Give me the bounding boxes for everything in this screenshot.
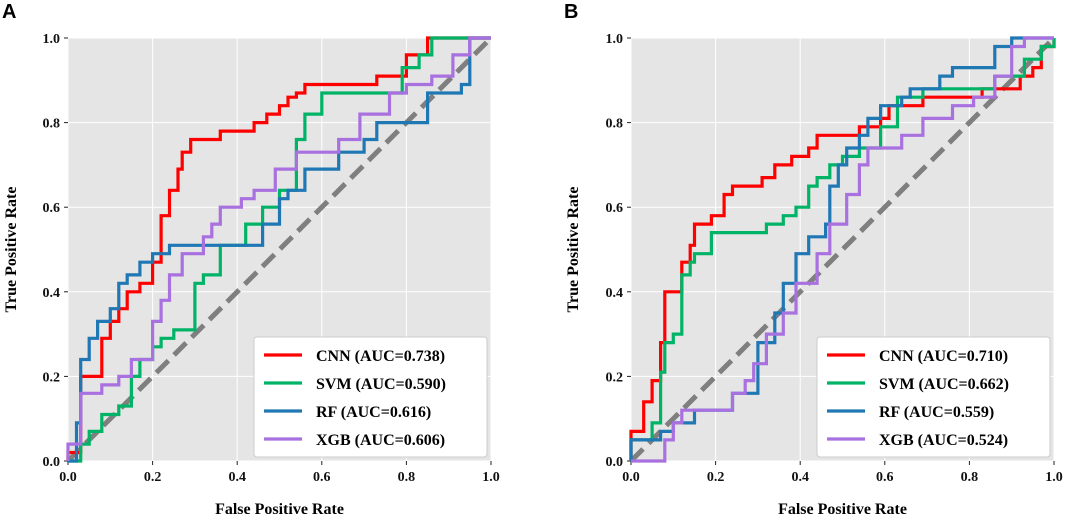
- legend-label-rf: RF (AUC=0.559): [879, 404, 994, 421]
- panel-a-letter: A: [2, 1, 16, 23]
- panel-b-x-ticks: 0.0 0.2 0.4 0.6 0.8 1.0: [622, 461, 1063, 485]
- x-tick-label: 0.0: [59, 470, 77, 485]
- legend-label-svm: SVM (AUC=0.662): [879, 376, 1009, 393]
- y-tick-label: 1.0: [606, 32, 624, 47]
- panel-b-y-axis-label: True Positive Rate: [565, 187, 582, 313]
- panel-b-legend-box: [816, 336, 1051, 458]
- roc-curve-cnn: [66, 36, 491, 461]
- legend-label-cnn: CNN (AUC=0.738): [316, 348, 445, 365]
- x-tick-label: 0.6: [876, 470, 894, 485]
- x-tick-label: 0.8: [961, 470, 979, 485]
- x-tick-label: 0.2: [144, 470, 162, 485]
- x-tick-label: 1.0: [1045, 470, 1063, 485]
- y-tick-label: 0.4: [43, 286, 61, 301]
- y-tick-label: 0.8: [43, 117, 61, 132]
- panel-a-x-ticks: 0.0 0.2 0.4 0.6 0.8 1.0: [59, 461, 500, 485]
- roc-curve-xgb: [66, 36, 491, 461]
- x-tick-label: 0.4: [228, 470, 246, 485]
- y-tick-label: 0.0: [43, 455, 61, 470]
- panel-a-x-axis-label: False Positive Rate: [215, 501, 344, 518]
- y-tick-label: 0.0: [606, 455, 624, 470]
- panel-a-legend-box: [253, 336, 488, 458]
- panel-a-roc-curves: [66, 36, 491, 463]
- roc-curve-rf: [68, 36, 491, 463]
- y-tick-label: 0.2: [606, 370, 624, 385]
- panel-b-legend: CNN (AUC=0.710) SVM (AUC=0.662) RF (AUC=0.…: [816, 336, 1051, 458]
- panel-a-legend: CNN (AUC=0.738) SVM (AUC=0.590) RF (AUC=0.…: [253, 336, 488, 458]
- roc-curve-xgb: [631, 36, 1054, 463]
- x-tick-label: 0.4: [791, 470, 809, 485]
- legend-label-cnn: CNN (AUC=0.710): [879, 348, 1008, 365]
- x-tick-label: 0.8: [398, 470, 416, 485]
- y-tick-label: 0.6: [606, 201, 624, 216]
- panel-b-y-ticks: 0.0 0.2 0.4 0.6 0.8 1.0: [606, 32, 631, 470]
- x-tick-label: 0.0: [622, 470, 640, 485]
- panel-a-y-ticks: 0.0 0.2 0.4 0.6 0.8 1.0: [43, 32, 68, 470]
- x-tick-label: 1.0: [482, 470, 500, 485]
- panel-b-letter: B: [564, 1, 578, 23]
- legend-label-svm: SVM (AUC=0.590): [316, 376, 446, 393]
- panel-b: B 0.0 0.2 0.4 0.6 0.8 1.0 0.00.20.40.60.81.0 …: [564, 1, 1063, 518]
- y-tick-label: 0.2: [43, 370, 61, 385]
- legend-label-xgb: XGB (AUC=0.606): [316, 432, 445, 449]
- y-tick-label: 0.6: [43, 201, 61, 216]
- y-tick-label: 0.8: [606, 117, 624, 132]
- panel-a: A 0.0 0.2 0.4 0.6 0.8 1.0 0.00.20.40.60.81.0 …: [2, 1, 500, 518]
- y-tick-label: 1.0: [43, 32, 61, 47]
- roc-curve-svm: [68, 36, 491, 463]
- panel-b-x-axis-label: False Positive Rate: [778, 501, 907, 518]
- panel-b-roc-curves: [629, 36, 1056, 463]
- legend-label-rf: RF (AUC=0.616): [316, 404, 431, 421]
- panel-a-y-axis-label: True Positive Rate: [3, 187, 20, 313]
- y-tick-label: 0.4: [606, 286, 624, 301]
- legend-label-xgb: XGB (AUC=0.524): [879, 432, 1008, 449]
- x-tick-label: 0.6: [313, 470, 331, 485]
- x-tick-label: 0.2: [707, 470, 725, 485]
